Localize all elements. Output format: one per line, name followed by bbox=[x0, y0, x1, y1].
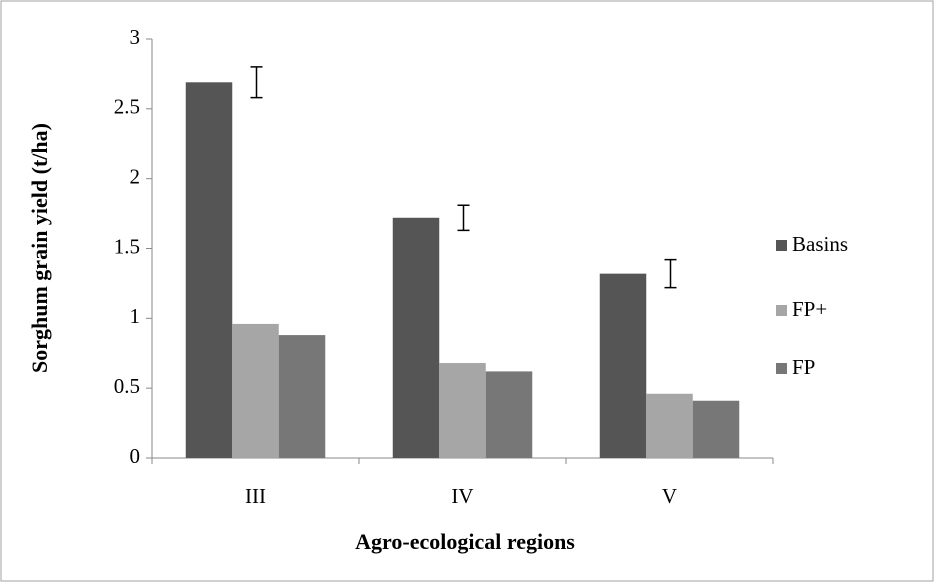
x-axis-title: Agro-ecological regions bbox=[355, 529, 575, 554]
bar bbox=[485, 371, 533, 458]
legend-swatch bbox=[776, 305, 787, 316]
error-bar bbox=[457, 204, 470, 232]
bar bbox=[692, 400, 740, 458]
x-tick-label: IV bbox=[451, 484, 473, 508]
y-tick-label: 3 bbox=[130, 25, 141, 49]
bar bbox=[439, 363, 486, 458]
bar bbox=[278, 335, 326, 458]
bar bbox=[232, 323, 279, 458]
bar bbox=[392, 217, 440, 458]
x-tick-label: V bbox=[662, 484, 677, 508]
bar bbox=[646, 393, 693, 458]
x-tick-label: III bbox=[245, 484, 266, 508]
y-tick-label: 0 bbox=[130, 444, 141, 468]
error-bar bbox=[250, 66, 263, 99]
error-bar bbox=[664, 258, 677, 289]
bar bbox=[599, 273, 647, 458]
y-tick-label: 1.5 bbox=[114, 234, 140, 258]
bar bbox=[185, 82, 233, 459]
legend-label: FP+ bbox=[792, 297, 827, 321]
legend-label: FP bbox=[792, 355, 815, 379]
legend-swatch bbox=[776, 240, 787, 251]
y-tick-label: 1 bbox=[130, 304, 141, 328]
y-axis-title: Sorghum grain yield (t/ha) bbox=[27, 123, 52, 373]
legend-label: Basins bbox=[792, 232, 848, 256]
legend-swatch bbox=[776, 363, 787, 374]
y-tick-label: 0.5 bbox=[114, 374, 140, 398]
y-tick-label: 2 bbox=[130, 164, 141, 188]
y-tick-label: 2.5 bbox=[114, 95, 140, 119]
